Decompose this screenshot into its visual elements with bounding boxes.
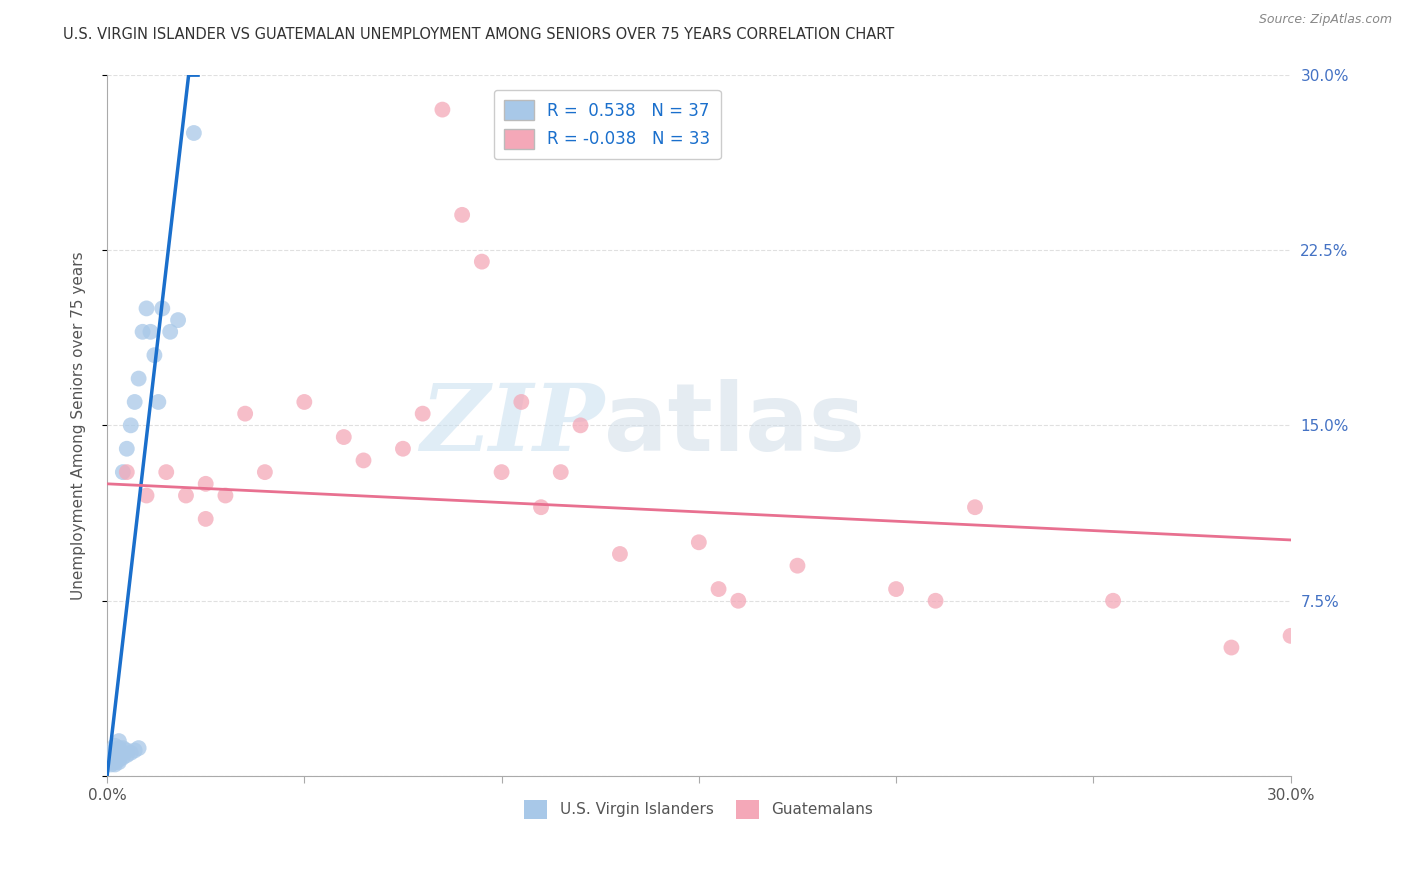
Y-axis label: Unemployment Among Seniors over 75 years: Unemployment Among Seniors over 75 years xyxy=(72,251,86,599)
Point xyxy=(884,582,907,596)
Point xyxy=(124,395,146,409)
Point xyxy=(139,325,162,339)
Point xyxy=(253,465,276,479)
Point xyxy=(353,453,375,467)
Text: U.S. VIRGIN ISLANDER VS GUATEMALAN UNEMPLOYMENT AMONG SENIORS OVER 75 YEARS CORR: U.S. VIRGIN ISLANDER VS GUATEMALAN UNEMP… xyxy=(63,27,894,42)
Point xyxy=(111,750,134,764)
Point xyxy=(100,757,122,772)
Point xyxy=(128,371,150,385)
Point xyxy=(115,743,138,757)
Point xyxy=(159,325,181,339)
Point xyxy=(148,395,170,409)
Point xyxy=(115,465,138,479)
Point xyxy=(707,582,730,596)
Point xyxy=(609,547,631,561)
Point xyxy=(194,512,217,526)
Point xyxy=(392,442,415,456)
Point xyxy=(333,430,356,444)
Point xyxy=(108,753,131,767)
Point xyxy=(108,741,131,756)
Point xyxy=(167,313,190,327)
Legend: U.S. Virgin Islanders, Guatemalans: U.S. Virgin Islanders, Guatemalans xyxy=(519,794,879,825)
Point xyxy=(550,465,572,479)
Point xyxy=(183,126,205,140)
Point xyxy=(233,407,256,421)
Point xyxy=(108,755,131,769)
Point xyxy=(1279,629,1302,643)
Point xyxy=(120,746,142,760)
Point xyxy=(115,442,138,456)
Point xyxy=(963,500,986,515)
Point xyxy=(100,753,122,767)
Point xyxy=(104,750,127,764)
Point xyxy=(194,476,217,491)
Point xyxy=(100,755,122,769)
Point xyxy=(135,301,157,316)
Point xyxy=(451,208,474,222)
Point xyxy=(174,489,197,503)
Point xyxy=(111,746,134,760)
Point xyxy=(510,395,533,409)
Point xyxy=(108,734,131,748)
Point xyxy=(150,301,173,316)
Point xyxy=(120,418,142,433)
Point xyxy=(104,743,127,757)
Text: Source: ZipAtlas.com: Source: ZipAtlas.com xyxy=(1258,13,1392,27)
Point xyxy=(143,348,166,362)
Point xyxy=(1102,593,1125,607)
Text: ZIP: ZIP xyxy=(420,380,605,470)
Point xyxy=(111,465,134,479)
Point xyxy=(108,748,131,763)
Text: atlas: atlas xyxy=(605,379,865,471)
Point xyxy=(115,748,138,763)
Point xyxy=(135,489,157,503)
Point xyxy=(104,748,127,763)
Point xyxy=(124,743,146,757)
Point xyxy=(214,489,236,503)
Point xyxy=(104,739,127,753)
Point xyxy=(786,558,808,573)
Point xyxy=(491,465,513,479)
Point xyxy=(530,500,553,515)
Point xyxy=(111,741,134,756)
Point xyxy=(471,254,494,268)
Point xyxy=(131,325,153,339)
Point xyxy=(924,593,946,607)
Point xyxy=(104,755,127,769)
Point xyxy=(688,535,710,549)
Point xyxy=(100,746,122,760)
Point xyxy=(432,103,454,117)
Point xyxy=(727,593,749,607)
Point xyxy=(292,395,315,409)
Point xyxy=(128,741,150,756)
Point xyxy=(1220,640,1243,655)
Point xyxy=(104,757,127,772)
Point xyxy=(412,407,434,421)
Point xyxy=(569,418,592,433)
Point xyxy=(155,465,177,479)
